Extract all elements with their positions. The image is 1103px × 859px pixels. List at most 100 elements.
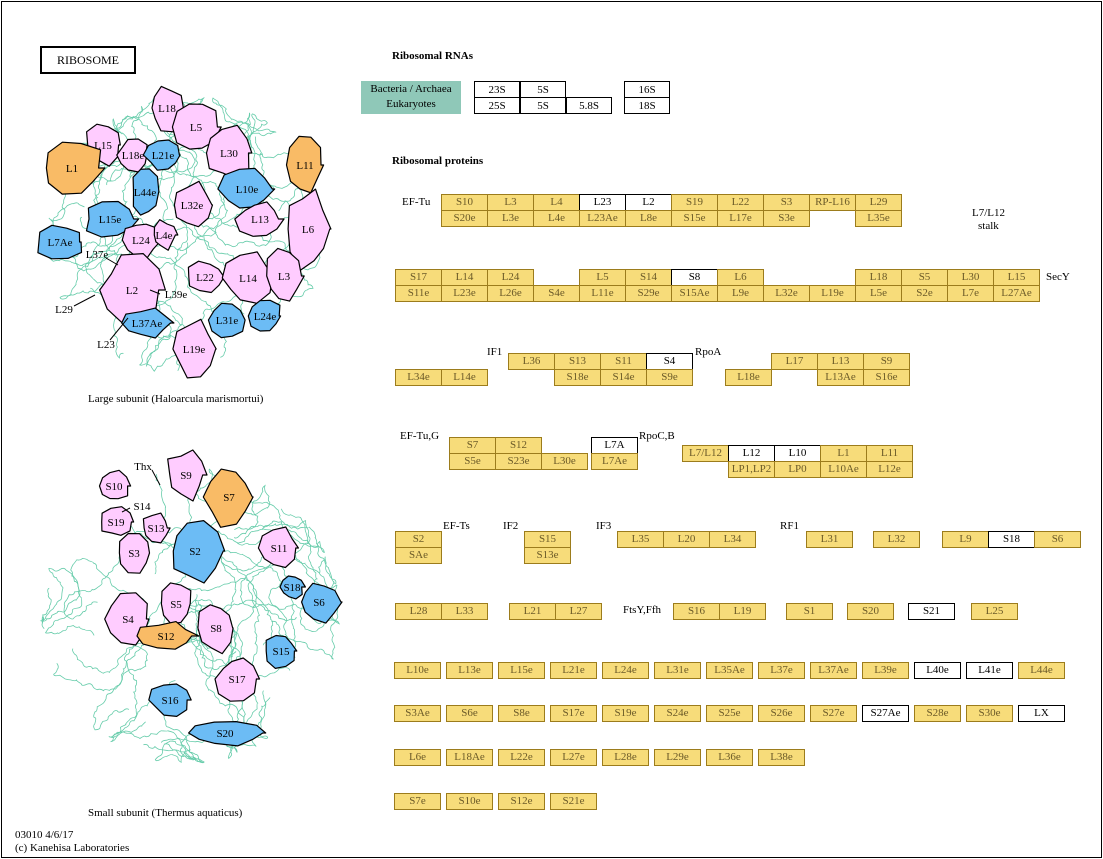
protein-box-s21[interactable]: S21: [908, 603, 955, 620]
protein-box-l5[interactable]: L5: [579, 269, 626, 286]
protein-box-l36e[interactable]: L36e: [706, 749, 753, 766]
protein-box-l27[interactable]: L27: [555, 603, 602, 620]
large-subunit-protein-l4e[interactable]: L4e: [153, 219, 179, 251]
protein-box-l7ae[interactable]: L7Ae: [591, 453, 638, 470]
protein-box-s1[interactable]: S1: [786, 603, 833, 620]
small-subunit-protein-s11[interactable]: S11: [257, 526, 299, 569]
rna-5-8s[interactable]: 5.8S: [566, 97, 612, 114]
small-subunit-protein-s19[interactable]: S19: [101, 506, 135, 536]
protein-box-s9e[interactable]: S9e: [646, 369, 693, 386]
protein-box-l23[interactable]: L23: [579, 194, 626, 211]
protein-box-l4e[interactable]: L4e: [533, 210, 580, 227]
protein-box-l24[interactable]: L24: [487, 269, 534, 286]
protein-box-s13e[interactable]: S13e: [524, 547, 571, 564]
protein-box-l24e[interactable]: L24e: [602, 662, 649, 679]
protein-box-l8e[interactable]: L8e: [625, 210, 672, 227]
protein-box-s14e[interactable]: S14e: [600, 369, 647, 386]
protein-box-s6[interactable]: S6: [1034, 531, 1081, 548]
protein-box-lp0[interactable]: LP0: [774, 461, 821, 478]
protein-box-s29e[interactable]: S29e: [625, 285, 672, 302]
protein-box-l32e[interactable]: L32e: [763, 285, 810, 302]
protein-box-l11[interactable]: L11: [866, 445, 913, 462]
protein-box-l33[interactable]: L33: [441, 603, 488, 620]
large-subunit-protein-l24e[interactable]: L24e: [247, 299, 282, 332]
protein-box-s25e[interactable]: S25e: [706, 705, 753, 722]
large-subunit-protein-l22[interactable]: L22: [187, 260, 225, 294]
protein-box-l34e[interactable]: L34e: [395, 369, 442, 386]
protein-box-l3e[interactable]: L3e: [487, 210, 534, 227]
small-subunit-protein-s3[interactable]: S3: [118, 532, 151, 574]
small-subunit-protein-s8[interactable]: S8: [197, 604, 234, 655]
protein-box-l28[interactable]: L28: [395, 603, 442, 620]
protein-box-l18[interactable]: L18: [855, 269, 902, 286]
protein-box-s12[interactable]: S12: [495, 437, 542, 454]
protein-box-l15e[interactable]: L15e: [498, 662, 545, 679]
small-subunit-protein-s16[interactable]: S16: [148, 683, 192, 717]
protein-box-l28e[interactable]: L28e: [602, 749, 649, 766]
small-subunit-protein-s13[interactable]: S13: [142, 512, 171, 544]
protein-box-l35ae[interactable]: L35Ae: [706, 662, 753, 679]
rna-5s-eukaryote[interactable]: 5S: [520, 97, 566, 114]
protein-box-s24e[interactable]: S24e: [654, 705, 701, 722]
protein-box-l21e[interactable]: L21e: [550, 662, 597, 679]
protein-box-l41e[interactable]: L41e: [966, 662, 1013, 679]
small-subunit-protein-s17[interactable]: S17: [214, 657, 261, 702]
large-subunit-protein-l1[interactable]: L1: [45, 141, 106, 195]
protein-box-s11e[interactable]: S11e: [395, 285, 442, 302]
protein-box-s19e[interactable]: S19e: [602, 705, 649, 722]
protein-box-l20[interactable]: L20: [663, 531, 710, 548]
protein-box-s18e[interactable]: S18e: [554, 369, 601, 386]
protein-box-l17[interactable]: L17: [771, 353, 818, 370]
protein-box-sae[interactable]: SAe: [395, 547, 442, 564]
large-subunit-protein-l13[interactable]: L13: [234, 201, 285, 237]
protein-box-s3e[interactable]: S3e: [763, 210, 810, 227]
protein-box-l13ae[interactable]: L13Ae: [817, 369, 864, 386]
protein-box-s10[interactable]: S10: [441, 194, 488, 211]
protein-box-l39e[interactable]: L39e: [862, 662, 909, 679]
protein-box-l36[interactable]: L36: [508, 353, 555, 370]
small-subunit-protein-s12[interactable]: S12: [136, 621, 200, 650]
protein-box-s5e[interactable]: S5e: [449, 453, 496, 470]
protein-box-s3[interactable]: S3: [763, 194, 810, 211]
protein-box-l37e[interactable]: L37e: [758, 662, 805, 679]
protein-box-l19[interactable]: L19: [719, 603, 766, 620]
protein-box-l6[interactable]: L6: [717, 269, 764, 286]
protein-box-s14[interactable]: S14: [625, 269, 672, 286]
small-subunit-protein-s5[interactable]: S5: [160, 582, 192, 625]
large-subunit-protein-l21e[interactable]: L21e: [142, 139, 181, 171]
protein-box-s6e[interactable]: S6e: [446, 705, 493, 722]
protein-box-s20e[interactable]: S20e: [441, 210, 488, 227]
protein-box-l9[interactable]: L9: [942, 531, 989, 548]
protein-box-s2[interactable]: S2: [395, 531, 442, 548]
rna-5s-bacteria[interactable]: 5S: [520, 81, 566, 98]
protein-box-s12e[interactable]: S12e: [498, 793, 545, 810]
protein-box-lp1-lp2[interactable]: LP1,LP2: [728, 461, 775, 478]
protein-box-s11[interactable]: S11: [600, 353, 647, 370]
protein-box-l27e[interactable]: L27e: [550, 749, 597, 766]
protein-box-l14e[interactable]: L14e: [441, 369, 488, 386]
protein-box-s7e[interactable]: S7e: [394, 793, 441, 810]
protein-box-l31[interactable]: L31: [806, 531, 853, 548]
large-subunit-protein-l5[interactable]: L5: [171, 103, 222, 150]
protein-box-s30e[interactable]: S30e: [966, 705, 1013, 722]
protein-box-l22e[interactable]: L22e: [498, 749, 545, 766]
large-subunit-protein-l44e[interactable]: L44e: [132, 168, 160, 216]
large-subunit-protein-l3[interactable]: L3: [266, 247, 305, 302]
protein-box-l10[interactable]: L10: [774, 445, 821, 462]
protein-box-l6e[interactable]: L6e: [394, 749, 441, 766]
protein-box-l5e[interactable]: L5e: [855, 285, 902, 302]
protein-box-l10ae[interactable]: L10Ae: [820, 461, 867, 478]
protein-box-s10e[interactable]: S10e: [446, 793, 493, 810]
protein-box-l23e[interactable]: L23e: [441, 285, 488, 302]
protein-box-s17e[interactable]: S17e: [550, 705, 597, 722]
protein-box-l38e[interactable]: L38e: [758, 749, 805, 766]
protein-box-l30[interactable]: L30: [947, 269, 994, 286]
protein-box-l27ae[interactable]: L27Ae: [993, 285, 1040, 302]
rna-23s[interactable]: 23S: [474, 81, 520, 98]
protein-box-s15[interactable]: S15: [524, 531, 571, 548]
protein-box-l37ae[interactable]: L37Ae: [810, 662, 857, 679]
protein-box-s7[interactable]: S7: [449, 437, 496, 454]
protein-box-s8[interactable]: S8: [671, 269, 718, 286]
protein-box-s19[interactable]: S19: [671, 194, 718, 211]
small-subunit-protein-s4[interactable]: S4: [104, 592, 150, 646]
